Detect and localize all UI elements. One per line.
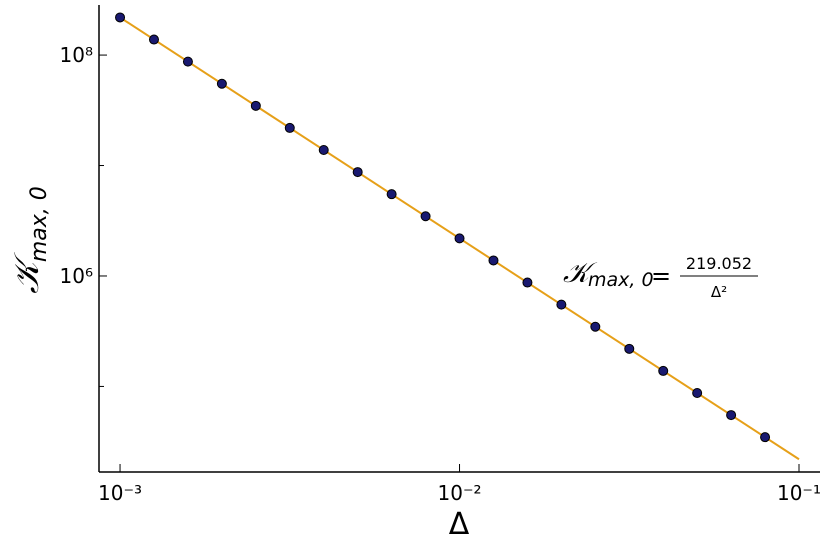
data-point — [182, 56, 193, 67]
data-point — [692, 387, 703, 398]
x-tick-label: 10⁻³ — [98, 481, 142, 505]
data-point — [284, 122, 295, 133]
x-tick-label: 10⁻¹ — [777, 481, 821, 505]
data-point — [250, 100, 261, 111]
data-point — [488, 255, 499, 266]
data-point — [522, 277, 533, 288]
data-point — [386, 189, 397, 200]
y-tick-label: 10⁸ — [60, 43, 93, 67]
data-point — [352, 167, 363, 178]
data-point — [658, 365, 669, 376]
data-point — [318, 145, 329, 156]
annotation-numerator: 219.052 — [686, 254, 752, 273]
annotation: 𝒦 max, 0 = 219.052 Δ² — [563, 254, 758, 301]
data-point — [760, 432, 771, 443]
data-point — [556, 299, 567, 310]
y-axis-label: 𝒦max, 0 — [7, 186, 52, 294]
data-point — [624, 343, 635, 354]
data-point — [216, 78, 227, 89]
annotation-equals: = — [651, 262, 671, 290]
annotation-denominator: Δ² — [711, 283, 727, 301]
x-tick-label: 10⁻² — [438, 481, 482, 505]
annotation-subscript: max, 0 — [588, 269, 654, 291]
data-point — [590, 321, 601, 332]
data-point — [115, 12, 126, 23]
data-point — [454, 233, 465, 244]
data-point — [148, 34, 159, 45]
data-point — [420, 211, 431, 222]
y-tick-label: 10⁶ — [60, 264, 93, 288]
x-axis-label: Δ — [449, 507, 470, 542]
y-axis-label-subscript: max, 0 — [27, 186, 52, 262]
data-point — [726, 410, 737, 421]
